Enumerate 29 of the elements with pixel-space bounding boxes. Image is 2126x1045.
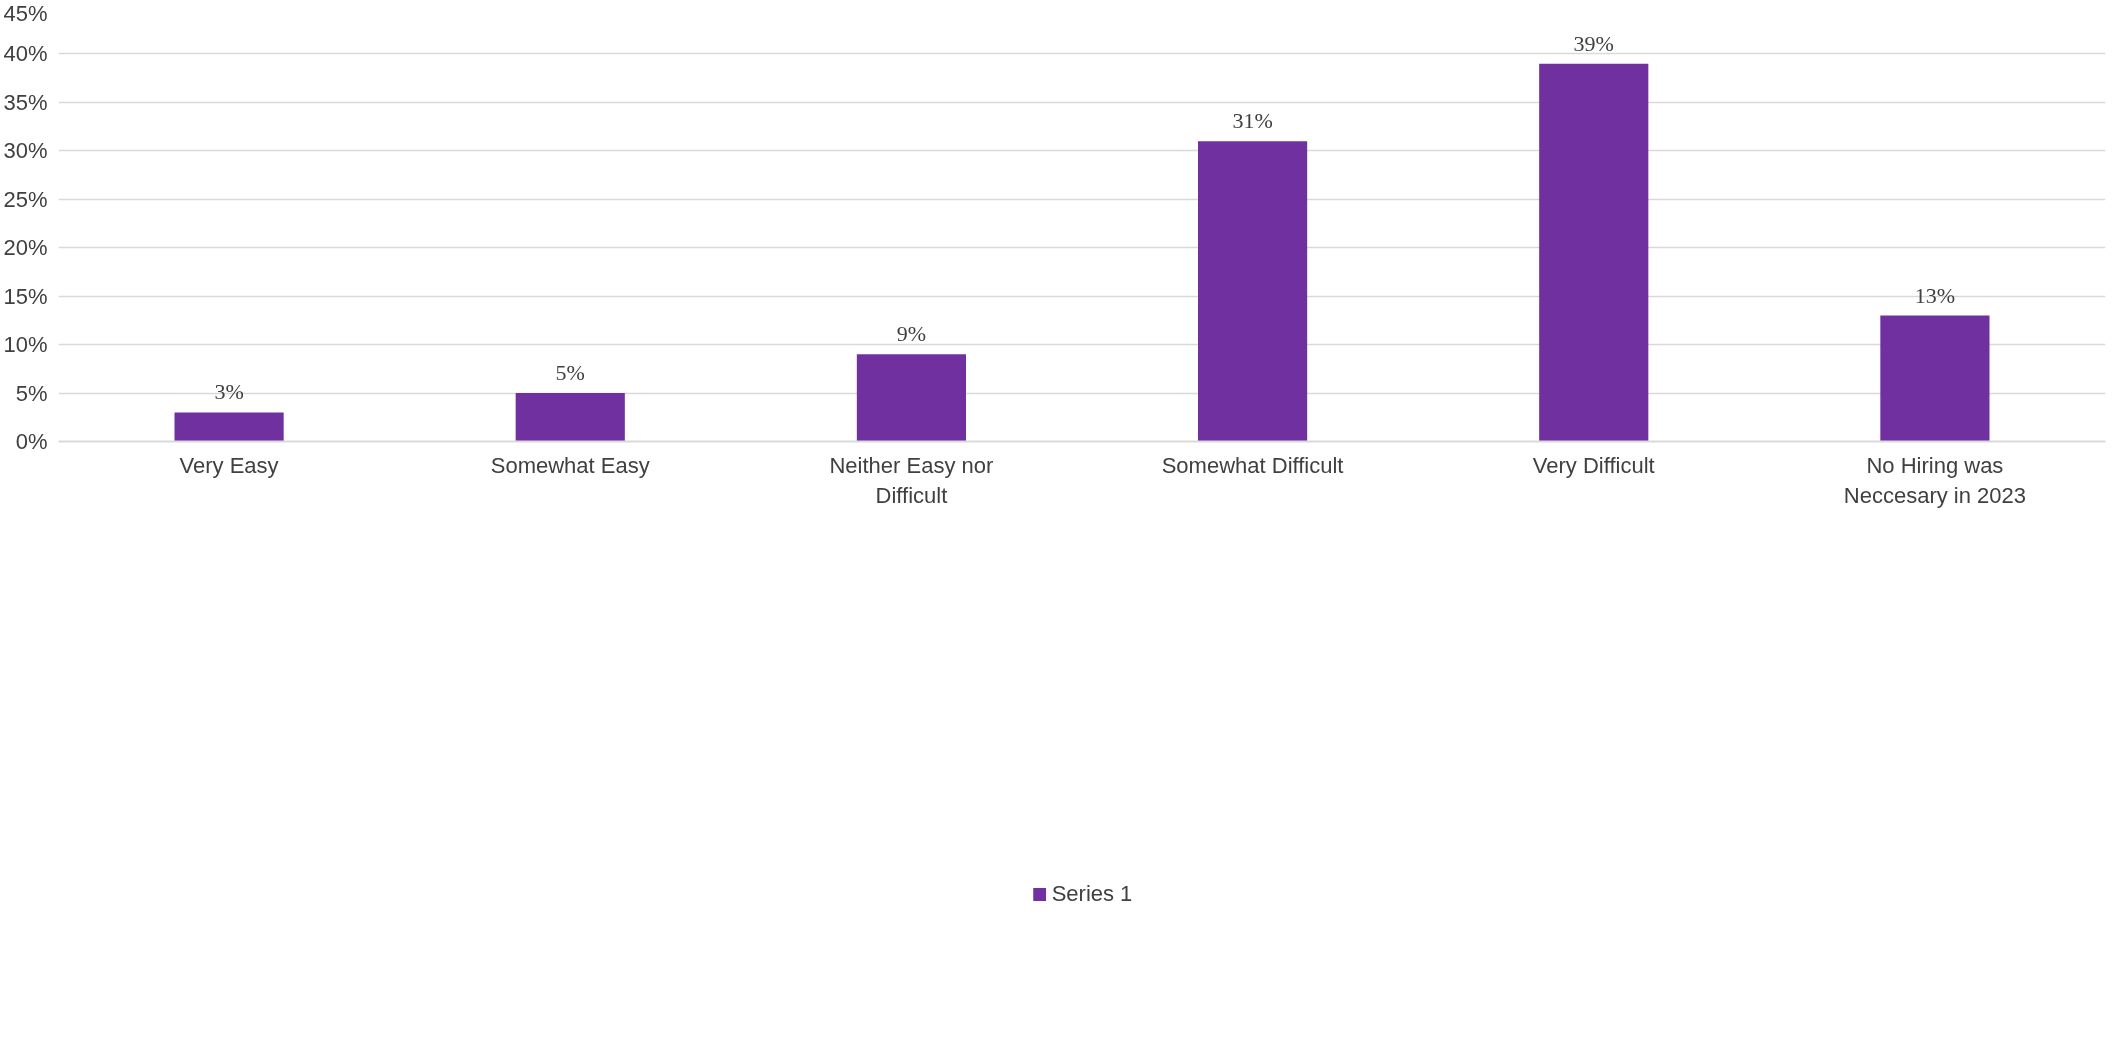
bar — [1198, 141, 1308, 442]
bar — [856, 354, 966, 442]
x-tick-label: Very Easy — [179, 452, 279, 478]
data-label: 5% — [555, 360, 585, 386]
y-tick-label: 15% — [3, 283, 48, 309]
bar — [1880, 315, 1990, 442]
data-label: 39% — [1573, 30, 1614, 56]
data-label: 3% — [214, 379, 244, 405]
y-tick-label: 0% — [15, 429, 48, 454]
x-tick-label: Neither Easy nor Difficult — [829, 452, 994, 508]
legend-label: Series 1 — [1051, 880, 1133, 907]
bar — [174, 412, 284, 442]
bar — [1539, 63, 1649, 442]
x-tick-label: Very Difficult — [1532, 452, 1655, 478]
y-tick-label: 25% — [3, 186, 48, 212]
y-tick-label: 45% — [3, 0, 48, 26]
data-label: 13% — [1914, 282, 1956, 308]
x-tick-label: Somewhat Difficult — [1161, 452, 1344, 478]
y-tick-label: 20% — [3, 235, 48, 261]
y-tick-label: 35% — [3, 89, 48, 115]
x-tick-label: No Hiring was Neccesary in 2023 — [1843, 452, 2027, 508]
y-tick-label: 30% — [3, 138, 48, 164]
data-label: 31% — [1232, 108, 1273, 134]
bar — [515, 393, 625, 442]
y-tick-label: 40% — [3, 41, 48, 67]
y-tick-label: 10% — [3, 332, 48, 358]
data-label: 9% — [896, 321, 927, 347]
y-tick-label: 5% — [15, 380, 48, 406]
x-tick-label: Somewhat Easy — [490, 452, 650, 478]
